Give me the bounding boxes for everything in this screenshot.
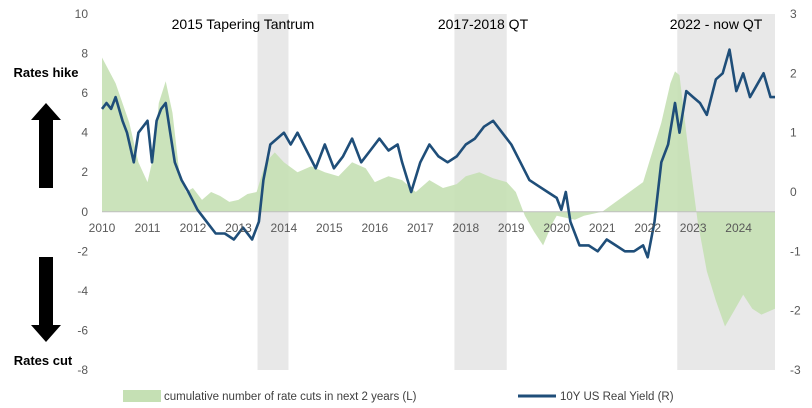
- x-tick-label: 2013: [225, 221, 252, 235]
- y-right-tick-label: 0: [790, 185, 797, 199]
- up-arrow-icon: [31, 103, 61, 188]
- y-left-tick-label: 10: [75, 7, 89, 21]
- y-left-tick-label: 2: [81, 165, 88, 179]
- y-right-tick-label: 2: [790, 66, 797, 80]
- y-left-tick-label: -4: [77, 284, 88, 298]
- x-tick-label: 2022: [634, 221, 661, 235]
- real-yield-line: [100, 48, 775, 259]
- x-tick-label: 2019: [498, 221, 525, 235]
- y-right-tick-label: 3: [790, 7, 797, 21]
- x-tick-label: 2016: [361, 221, 388, 235]
- x-tick-label: 2015: [316, 221, 343, 235]
- y-left-tick-label: -2: [77, 244, 88, 258]
- y-left-tick-label: 4: [81, 126, 88, 140]
- x-tick-label: 2012: [180, 221, 207, 235]
- period-label: 2022 - now QT: [670, 16, 763, 32]
- y-left-tick-label: 6: [81, 86, 88, 100]
- down-arrow-icon: [31, 257, 61, 342]
- side-annotations: Rates hike Rates cut: [13, 65, 78, 368]
- x-tick-label: 2010: [89, 221, 116, 235]
- y-left-tick-label: 8: [81, 47, 88, 61]
- x-tick-label: 2021: [589, 221, 616, 235]
- legend-label-area: cumulative number of rate cuts in next 2…: [164, 391, 417, 403]
- tick-labels: -8 -6 -4 -2 0 2 4 6 8 10 -3 -2 -1 0 1 2 3 2010 2011 2012 201…: [75, 7, 801, 377]
- x-tick-label: 2024: [725, 221, 752, 235]
- period-label: 2017-2018 QT: [438, 16, 529, 32]
- x-tick-label: 2017: [407, 221, 434, 235]
- rates-hike-label: Rates hike: [13, 65, 78, 80]
- x-tick-label: 2018: [452, 221, 479, 235]
- rates-cut-label: Rates cut: [14, 353, 73, 368]
- y-left-tick-label: -8: [77, 363, 88, 377]
- x-tick-label: 2011: [135, 221, 161, 235]
- period-annotations: 2015 Tapering Tantrum 2017-2018 QT 2022 - …: [172, 16, 763, 32]
- real-yield-line-layer: [100, 48, 775, 259]
- rate-cuts-area-layer: [102, 57, 775, 327]
- legend: cumulative number of rate cuts in next 2…: [123, 390, 674, 403]
- y-right-tick-label: -1: [790, 244, 801, 258]
- y-left-tick-label: 0: [81, 205, 88, 219]
- y-right-tick-label: 1: [790, 126, 797, 140]
- y-right-tick-label: -2: [790, 304, 801, 318]
- legend-swatch-area: [123, 390, 161, 402]
- x-tick-label: 2023: [680, 221, 707, 235]
- period-label: 2015 Tapering Tantrum: [172, 16, 315, 32]
- legend-label-line: 10Y US Real Yield (R): [560, 391, 674, 403]
- x-tick-label: 2014: [271, 221, 298, 235]
- y-right-tick-label: -3: [790, 363, 801, 377]
- y-left-tick-label: -6: [77, 323, 88, 337]
- rate-cuts-area: [102, 57, 775, 327]
- x-tick-label: 2020: [543, 221, 570, 235]
